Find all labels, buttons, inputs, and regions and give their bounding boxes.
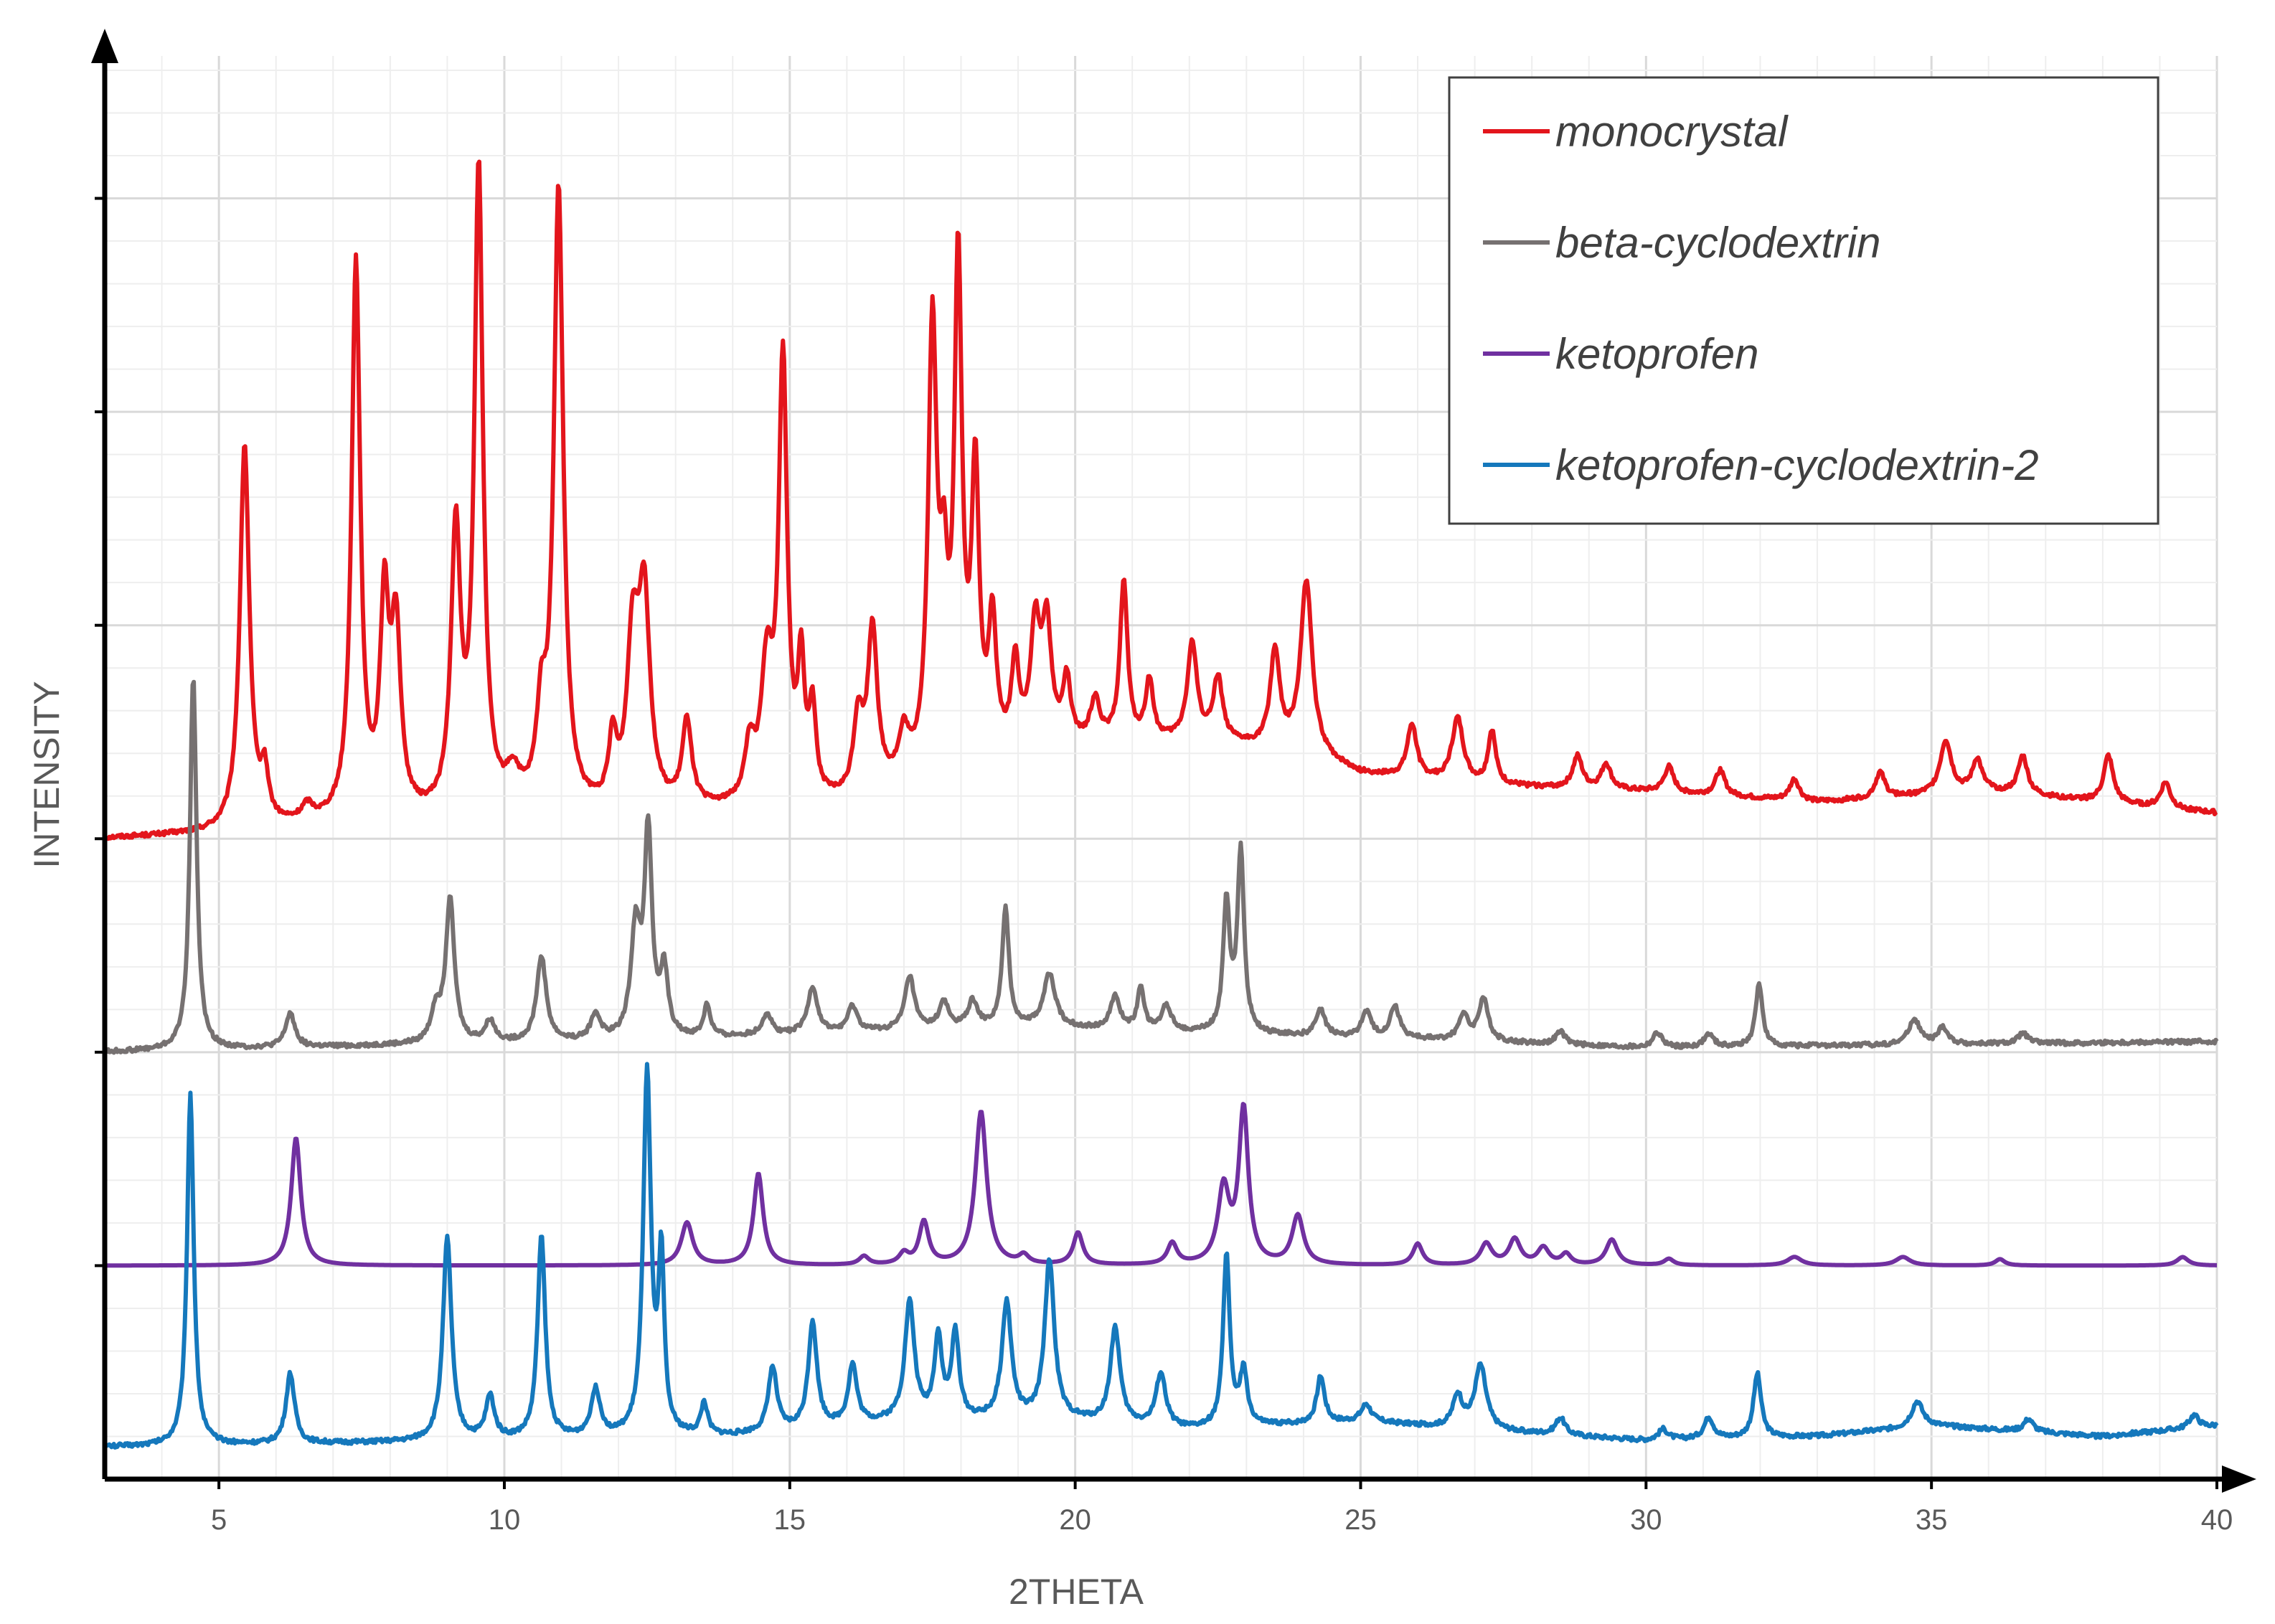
y-axis-arrow-icon [91,29,118,63]
x-axis-arrow-icon [2222,1465,2256,1493]
x-tick-label: 5 [211,1504,227,1536]
axes [91,29,2256,1493]
series-line-monocrystal [103,159,2218,841]
x-axis-title: 2THETA [1009,1572,1144,1612]
axis-ticks: 5 10 15 20 25 30 35 40 [95,197,2233,1536]
series-line-ketoprofen [103,1102,2218,1268]
x-tick-label: 40 [2201,1504,2233,1536]
x-tick-label: 10 [489,1504,521,1536]
legend: monocrystal beta-cyclodextrin ketoprofen… [1448,76,2159,525]
y-axis-title: INTENSITY [27,681,67,868]
legend-label-monocrystal: monocrystal [1555,108,1789,156]
x-tick-label: 30 [1630,1504,1662,1536]
series-line-ketoprofen-cyclodextrin-2 [103,1062,2219,1450]
series-line-beta-cyclodextrin [103,679,2219,1055]
x-tick-label: 20 [1059,1504,1091,1536]
legend-box [1448,76,2159,525]
legend-label-beta-cyclodextrin: beta-cyclodextrin [1555,219,1881,267]
legend-label-ketoprofen: ketoprofen [1555,330,1759,378]
series-lines [103,159,2219,1450]
x-tick-label: 35 [1916,1504,1948,1536]
x-tick-label: 25 [1344,1504,1377,1536]
legend-label-ketoprofen-cyclodextrin-2: ketoprofen-cyclodextrin-2 [1555,441,2039,489]
x-tick-label: 15 [774,1504,806,1536]
